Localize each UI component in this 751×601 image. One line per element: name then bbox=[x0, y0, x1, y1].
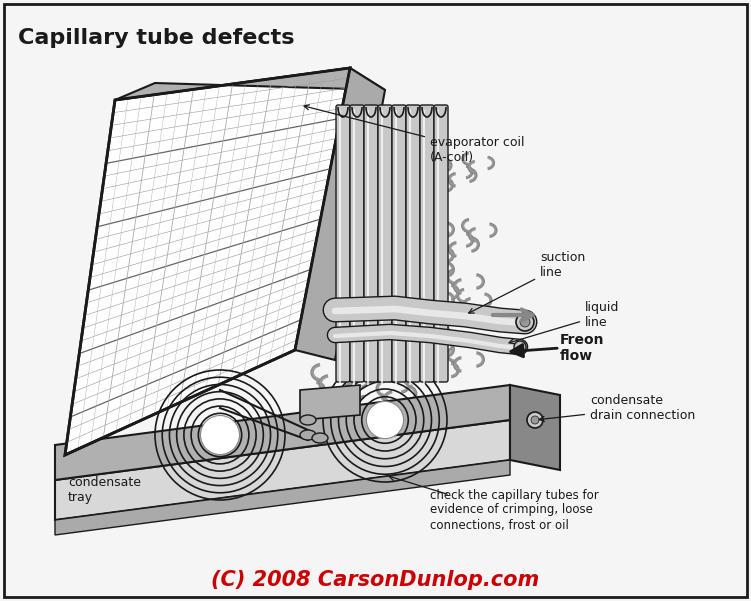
Polygon shape bbox=[65, 68, 350, 455]
Text: check the capillary tubes for
evidence of crimping, loose
connections, frost or : check the capillary tubes for evidence o… bbox=[430, 489, 599, 531]
Polygon shape bbox=[55, 385, 510, 480]
Text: condensate
drain connection: condensate drain connection bbox=[539, 394, 695, 422]
Circle shape bbox=[531, 416, 539, 424]
Text: Freon
flow: Freon flow bbox=[560, 333, 605, 363]
Text: liquid
line: liquid line bbox=[509, 301, 620, 344]
Circle shape bbox=[516, 313, 534, 331]
FancyBboxPatch shape bbox=[406, 105, 420, 382]
Text: (C) 2008 CarsonDunlop.com: (C) 2008 CarsonDunlop.com bbox=[211, 570, 539, 590]
Text: evaporator coil
(A-coil): evaporator coil (A-coil) bbox=[304, 105, 524, 164]
Ellipse shape bbox=[300, 415, 316, 425]
Polygon shape bbox=[300, 385, 360, 420]
Text: Capillary tube defects: Capillary tube defects bbox=[18, 28, 294, 48]
Circle shape bbox=[520, 317, 530, 327]
FancyBboxPatch shape bbox=[364, 105, 378, 382]
Circle shape bbox=[527, 412, 543, 428]
Circle shape bbox=[369, 404, 400, 436]
Polygon shape bbox=[115, 68, 385, 100]
FancyBboxPatch shape bbox=[392, 105, 406, 382]
Polygon shape bbox=[295, 68, 385, 360]
FancyBboxPatch shape bbox=[420, 105, 434, 382]
Ellipse shape bbox=[300, 430, 316, 440]
Polygon shape bbox=[55, 420, 510, 520]
Circle shape bbox=[514, 341, 526, 353]
FancyBboxPatch shape bbox=[336, 105, 350, 382]
FancyBboxPatch shape bbox=[434, 105, 448, 382]
FancyBboxPatch shape bbox=[350, 105, 364, 382]
FancyBboxPatch shape bbox=[378, 105, 392, 382]
Circle shape bbox=[201, 415, 240, 454]
Circle shape bbox=[206, 421, 234, 450]
Text: condensate
tray: condensate tray bbox=[68, 476, 141, 504]
Circle shape bbox=[366, 401, 403, 439]
Polygon shape bbox=[510, 385, 560, 470]
Ellipse shape bbox=[312, 433, 328, 443]
Polygon shape bbox=[55, 460, 510, 535]
Text: suction
line: suction line bbox=[469, 251, 585, 313]
